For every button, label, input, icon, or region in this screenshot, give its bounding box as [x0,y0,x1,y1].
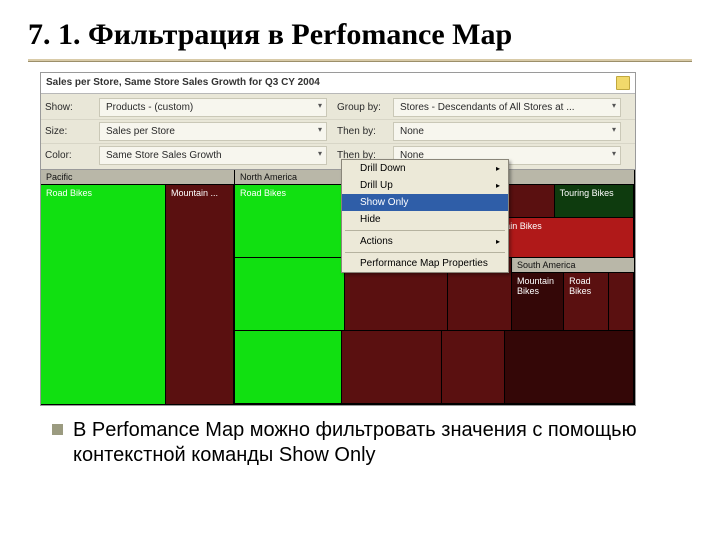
filter-panel: Show: Products - (custom) Group by: Stor… [41,94,635,169]
menu-item-drilldown[interactable]: Drill Down [342,160,508,177]
menu-item-hide[interactable]: Hide [342,211,508,228]
treemap-cell[interactable] [235,331,342,404]
treemap: Pacific Road Bikes Mountain ... North Am… [41,169,635,405]
region-pacific: Pacific Road Bikes Mountain ... [41,170,235,405]
bullet-text: В Perfomance Map можно фильтровать значе… [73,418,674,468]
menu-item-actions[interactable]: Actions [342,233,508,250]
filter-row-color: Color: Same Store Sales Growth Then by: … [41,144,635,167]
filter-label: Then by: [337,126,393,137]
window-titlebar: Sales per Store, Same Store Sales Growth… [41,73,635,94]
treemap-cell[interactable]: Road Bikes [564,273,609,331]
treemap-cell[interactable]: Touring Bikes [555,185,634,218]
treemap-cell[interactable]: Road Bikes [41,185,166,405]
treemap-cell[interactable] [235,258,345,331]
filter-label: Size: [45,126,99,137]
performance-map-window: Sales per Store, Same Store Sales Growth… [40,72,636,406]
title-rule [28,59,692,62]
filter-row-size: Size: Sales per Store Then by: None [41,120,635,144]
window-title: Sales per Store, Same Store Sales Growth… [46,77,320,88]
treemap-cell[interactable]: Mountain ... [166,185,234,405]
treemap-cell[interactable] [342,331,442,404]
filter-label: Group by: [337,102,393,113]
region-header: South America [512,258,634,273]
treemap-cell[interactable] [442,331,505,404]
thenby1-dropdown[interactable]: None [393,122,621,141]
star-icon[interactable] [616,76,630,90]
filter-label: Color: [45,150,99,161]
color-dropdown[interactable]: Same Store Sales Growth [99,146,327,165]
menu-item-properties[interactable]: Performance Map Properties [342,255,508,272]
treemap-cell[interactable]: Mountain Bikes [512,273,564,331]
filter-label: Show: [45,102,99,113]
treemap-cell[interactable] [505,331,634,404]
bullet-item: В Perfomance Map можно фильтровать значе… [52,418,674,468]
menu-item-drillup[interactable]: Drill Up [342,177,508,194]
groupby-dropdown[interactable]: Stores - Descendants of All Stores at ..… [393,98,621,117]
menu-separator [345,230,505,231]
region-header: Pacific [41,170,234,185]
menu-item-showonly[interactable]: Show Only [342,194,508,211]
slide-title: 7. 1. Фильтрация в Perfomance Map [28,18,692,53]
bullet-icon [52,424,63,435]
context-menu: Drill Down Drill Up Show Only Hide Actio… [341,159,509,273]
size-dropdown[interactable]: Sales per Store [99,122,327,141]
menu-separator [345,252,505,253]
show-dropdown[interactable]: Products - (custom) [99,98,327,117]
filter-row-show: Show: Products - (custom) Group by: Stor… [41,96,635,120]
treemap-cell[interactable] [609,273,634,331]
